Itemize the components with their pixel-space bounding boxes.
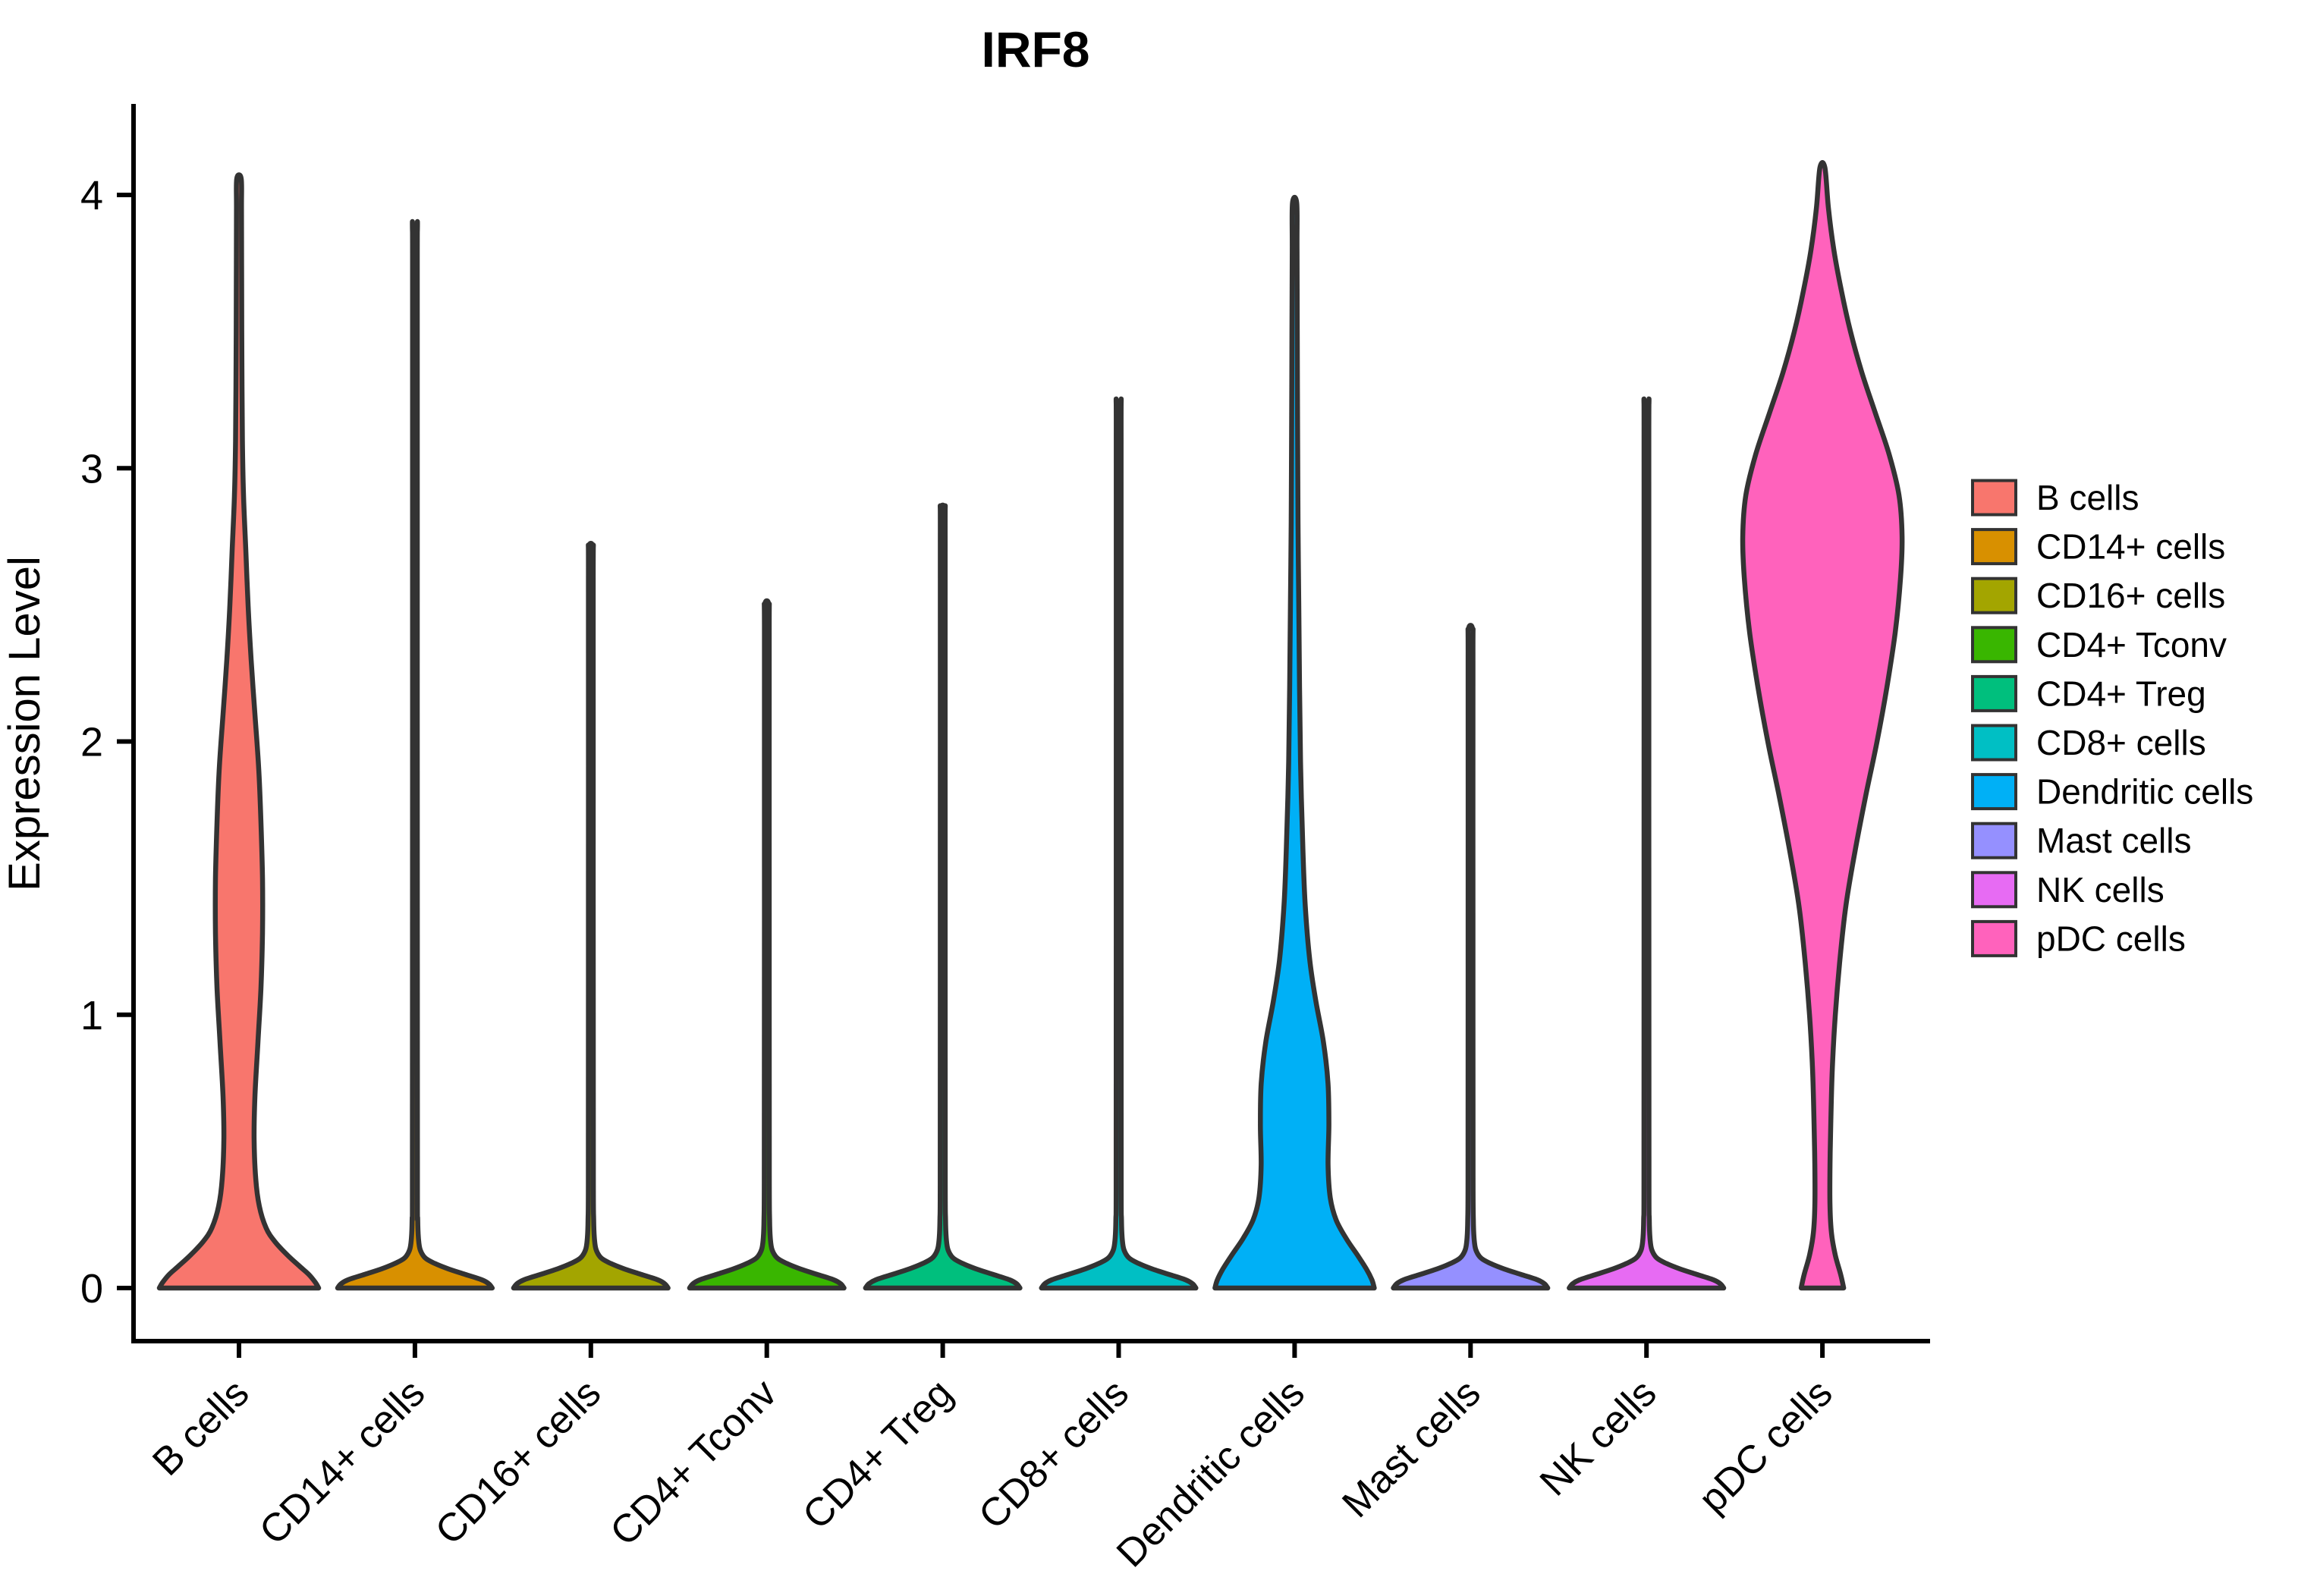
x-tick-label: Dendritic cells <box>1108 1371 1313 1576</box>
y-tick-group: 0 1 2 3 4 <box>80 173 134 1312</box>
plot-title: IRF8 <box>981 21 1089 77</box>
x-tick-label: CD8+ cells <box>970 1371 1137 1538</box>
violin-pdc-cells <box>1740 160 1905 1291</box>
y-tick-label: 0 <box>80 1266 103 1312</box>
x-tick-label: CD16+ cells <box>427 1371 609 1553</box>
x-tick-label: Mast cells <box>1334 1371 1489 1525</box>
legend-swatch-cd8-cells <box>1971 724 2017 762</box>
legend-label: CD4+ Tconv <box>2036 625 2227 664</box>
violin-mast-cells <box>1391 623 1551 1291</box>
legend-swatch-cd14-cells <box>1971 528 2017 566</box>
legend-swatch-cd4-tconv <box>1971 626 2017 664</box>
legend-swatch-pdc-cells <box>1971 919 2017 957</box>
legend-swatch-dendritic-cells <box>1971 773 2017 811</box>
legend-label: CD14+ cells <box>2036 527 2225 567</box>
legend-swatch-nk-cells <box>1971 871 2017 909</box>
legend-swatch-cd16-cells <box>1971 577 2017 614</box>
x-tick-label: CD4+ Treg <box>794 1371 961 1538</box>
y-tick-label: 1 <box>80 993 103 1038</box>
x-tick-label: NK cells <box>1532 1371 1665 1504</box>
violin-cd4-tconv <box>687 598 847 1291</box>
violin-cd4-treg <box>863 502 1023 1291</box>
y-tick-label: 4 <box>80 173 103 218</box>
legend-label: NK cells <box>2036 870 2165 910</box>
x-tick-label: CD4+ Tconv <box>602 1371 786 1554</box>
y-tick-label: 2 <box>80 720 103 765</box>
violin-nk-cells <box>1567 396 1727 1291</box>
legend-label: B cells <box>2036 478 2139 517</box>
violin-cd14-cells <box>335 218 495 1291</box>
legend: B cells CD14+ cells CD16+ cells CD4+ Tconv C… <box>1971 478 2253 958</box>
legend-swatch-mast-cells <box>1971 822 2017 859</box>
y-axis-label: Expression Level <box>0 556 49 891</box>
legend-swatch-cd4-treg <box>1971 674 2017 712</box>
legend-label: Mast cells <box>2036 821 2191 860</box>
y-tick-label: 3 <box>80 446 103 492</box>
violin-cd8-cells <box>1039 396 1199 1291</box>
legend-label: Dendritic cells <box>2036 772 2253 812</box>
x-tick-label: CD14+ cells <box>251 1371 433 1553</box>
x-tick-label: B cells <box>144 1371 257 1484</box>
legend-label: CD16+ cells <box>2036 576 2225 615</box>
legend-swatch-b-cells <box>1971 479 2017 517</box>
legend-label: pDC cells <box>2036 919 2186 958</box>
violin-b-cells <box>156 172 322 1291</box>
violin-group <box>156 160 1905 1291</box>
violin-dendritic-cells <box>1212 194 1377 1291</box>
legend-label: CD4+ Treg <box>2036 674 2206 713</box>
x-tick-label: pDC cells <box>1690 1371 1841 1521</box>
violin-cd16-cells <box>511 541 671 1291</box>
legend-label: CD8+ cells <box>2036 723 2206 762</box>
